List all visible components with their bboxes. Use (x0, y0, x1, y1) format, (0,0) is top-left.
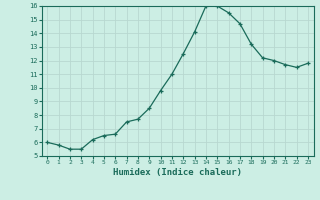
X-axis label: Humidex (Indice chaleur): Humidex (Indice chaleur) (113, 168, 242, 177)
